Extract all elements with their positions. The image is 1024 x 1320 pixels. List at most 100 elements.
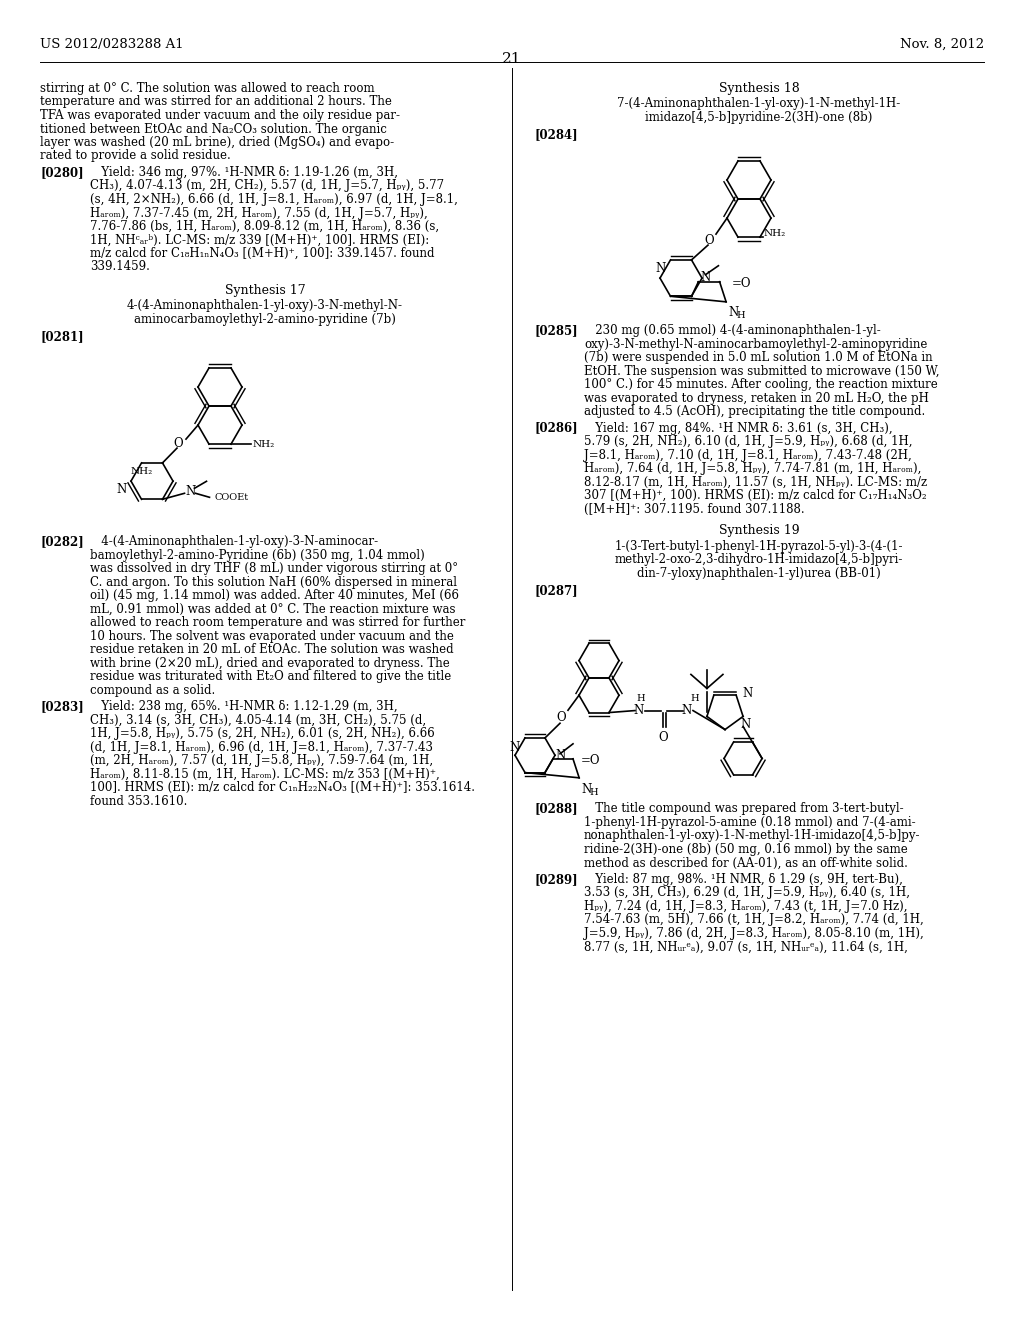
Text: H: H (736, 310, 744, 319)
Text: [0280]: [0280] (40, 166, 84, 180)
Text: method as described for (AA-01), as an off-white solid.: method as described for (AA-01), as an o… (584, 857, 908, 870)
Text: O: O (556, 710, 566, 723)
Text: N: N (582, 783, 592, 796)
Text: CH₃), 3.14 (s, 3H, CH₃), 4.05-4.14 (m, 3H, CH₂), 5.75 (d,: CH₃), 3.14 (s, 3H, CH₃), 4.05-4.14 (m, 3… (90, 714, 426, 726)
Text: J=5.9, Hₚᵧ), 7.86 (d, 2H, J=8.3, Hₐᵣₒₘ), 8.05-8.10 (m, 1H),: J=5.9, Hₚᵧ), 7.86 (d, 2H, J=8.3, Hₐᵣₒₘ),… (584, 927, 924, 940)
Text: NH₂: NH₂ (253, 440, 275, 449)
Text: rated to provide a solid residue.: rated to provide a solid residue. (40, 149, 230, 162)
Text: 1H, J=5.8, Hₚᵧ), 5.75 (s, 2H, NH₂), 6.01 (s, 2H, NH₂), 6.66: 1H, J=5.8, Hₚᵧ), 5.75 (s, 2H, NH₂), 6.01… (90, 727, 435, 741)
Text: adjusted to 4.5 (AcOH), precipitating the title compound.: adjusted to 4.5 (AcOH), precipitating th… (584, 405, 926, 418)
Text: [0281]: [0281] (40, 330, 84, 343)
Text: ridine-2(3H)-one (8b) (50 mg, 0.16 mmol) by the same: ridine-2(3H)-one (8b) (50 mg, 0.16 mmol)… (584, 843, 907, 855)
Text: [0289]: [0289] (534, 873, 578, 886)
Text: H: H (636, 693, 645, 702)
Text: Yield: 167 mg, 84%. ¹H NMR δ: 3.61 (s, 3H, CH₃),: Yield: 167 mg, 84%. ¹H NMR δ: 3.61 (s, 3… (584, 421, 893, 434)
Text: Hₐᵣₒₘ), 7.37-7.45 (m, 2H, Hₐᵣₒₘ), 7.55 (d, 1H, J=5.7, Hₚᵧ),: Hₐᵣₒₘ), 7.37-7.45 (m, 2H, Hₐᵣₒₘ), 7.55 (… (90, 206, 428, 219)
Text: H: H (589, 788, 598, 797)
Text: 7-(4-Aminonaphthalen-1-yl-oxy)-1-N-methyl-1H-: 7-(4-Aminonaphthalen-1-yl-oxy)-1-N-methy… (617, 98, 901, 111)
Text: 1H, NHᶜₐᵣᵇ). LC-MS: m/z 339 [(M+H)⁺, 100]. HRMS (EI):: 1H, NHᶜₐᵣᵇ). LC-MS: m/z 339 [(M+H)⁺, 100… (90, 234, 429, 247)
Text: O: O (658, 730, 668, 743)
Text: 7.54-7.63 (m, 5H), 7.66 (t, 1H, J=8.2, Hₐᵣₒₘ), 7.74 (d, 1H,: 7.54-7.63 (m, 5H), 7.66 (t, 1H, J=8.2, H… (584, 913, 924, 927)
Text: bamoylethyl-2-amino-Pyridine (6b) (350 mg, 1.04 mmol): bamoylethyl-2-amino-Pyridine (6b) (350 m… (90, 549, 425, 561)
Text: NH₂: NH₂ (130, 467, 153, 477)
Text: Hₚᵧ), 7.24 (d, 1H, J=8.3, Hₐᵣₒₘ), 7.43 (t, 1H, J=7.0 Hz),: Hₚᵧ), 7.24 (d, 1H, J=8.3, Hₐᵣₒₘ), 7.43 (… (584, 900, 907, 913)
Text: Yield: 87 mg, 98%. ¹H NMR, δ 1.29 (s, 9H, tert-Bu),: Yield: 87 mg, 98%. ¹H NMR, δ 1.29 (s, 9H… (584, 873, 903, 886)
Text: N: N (740, 718, 751, 731)
Text: Yield: 238 mg, 65%. ¹H-NMR δ: 1.12-1.29 (m, 3H,: Yield: 238 mg, 65%. ¹H-NMR δ: 1.12-1.29 … (90, 700, 397, 713)
Text: J=8.1, Hₐᵣₒₘ), 7.10 (d, 1H, J=8.1, Hₐᵣₒₘ), 7.43-7.48 (2H,: J=8.1, Hₐᵣₒₘ), 7.10 (d, 1H, J=8.1, Hₐᵣₒₘ… (584, 449, 911, 462)
Text: 1-(3-Tert-butyl-1-phenyl-1H-pyrazol-5-yl)-3-(4-(1-: 1-(3-Tert-butyl-1-phenyl-1H-pyrazol-5-yl… (614, 540, 903, 553)
Text: 230 mg (0.65 mmol) 4-(4-aminonaphthalen-1-yl-: 230 mg (0.65 mmol) 4-(4-aminonaphthalen-… (584, 325, 881, 337)
Text: N: N (510, 741, 520, 754)
Text: 21: 21 (502, 51, 522, 66)
Text: N: N (555, 750, 565, 763)
Text: Synthesis 18: Synthesis 18 (719, 82, 800, 95)
Text: 5.79 (s, 2H, NH₂), 6.10 (d, 1H, J=5.9, Hₚᵧ), 6.68 (d, 1H,: 5.79 (s, 2H, NH₂), 6.10 (d, 1H, J=5.9, H… (584, 436, 912, 447)
Text: residue retaken in 20 mL of EtOAc. The solution was washed: residue retaken in 20 mL of EtOAc. The s… (90, 643, 454, 656)
Text: oil) (45 mg, 1.14 mmol) was added. After 40 minutes, MeI (66: oil) (45 mg, 1.14 mmol) was added. After… (90, 589, 459, 602)
Text: N: N (728, 306, 738, 319)
Text: oxy)-3-N-methyl-N-aminocarbamoylethyl-2-aminopyridine: oxy)-3-N-methyl-N-aminocarbamoylethyl-2-… (584, 338, 928, 351)
Text: [0285]: [0285] (534, 325, 578, 337)
Text: 1-phenyl-1H-pyrazol-5-amine (0.18 mmol) and 7-(4-ami-: 1-phenyl-1H-pyrazol-5-amine (0.18 mmol) … (584, 816, 915, 829)
Text: N: N (117, 483, 127, 496)
Text: N: N (682, 704, 692, 717)
Text: [0282]: [0282] (40, 535, 84, 548)
Text: H: H (690, 693, 698, 702)
Text: compound as a solid.: compound as a solid. (90, 684, 215, 697)
Text: N: N (655, 261, 666, 275)
Text: NH₂: NH₂ (764, 228, 786, 238)
Text: Hₐᵣₒₘ), 7.64 (d, 1H, J=5.8, Hₚᵧ), 7.74-7.81 (m, 1H, Hₐᵣₒₘ),: Hₐᵣₒₘ), 7.64 (d, 1H, J=5.8, Hₚᵧ), 7.74-7… (584, 462, 922, 475)
Text: 7.76-7.86 (bs, 1H, Hₐᵣₒₘ), 8.09-8.12 (m, 1H, Hₐᵣₒₘ), 8.36 (s,: 7.76-7.86 (bs, 1H, Hₐᵣₒₘ), 8.09-8.12 (m,… (90, 220, 439, 234)
Text: 4-(4-Aminonaphthalen-1-yl-oxy)-3-N-methyl-N-: 4-(4-Aminonaphthalen-1-yl-oxy)-3-N-methy… (127, 300, 403, 313)
Text: N: N (185, 484, 196, 498)
Text: stirring at 0° C. The solution was allowed to reach room: stirring at 0° C. The solution was allow… (40, 82, 375, 95)
Text: found 353.1610.: found 353.1610. (90, 795, 187, 808)
Text: TFA was evaporated under vacuum and the oily residue par-: TFA was evaporated under vacuum and the … (40, 110, 400, 121)
Text: 10 hours. The solvent was evaporated under vacuum and the: 10 hours. The solvent was evaporated und… (90, 630, 454, 643)
Text: temperature and was stirred for an additional 2 hours. The: temperature and was stirred for an addit… (40, 95, 392, 108)
Text: O: O (173, 437, 183, 450)
Text: =O: =O (731, 277, 751, 290)
Text: (d, 1H, J=8.1, Hₐᵣₒₘ), 6.96 (d, 1H, J=8.1, Hₐᵣₒₘ), 7.37-7.43: (d, 1H, J=8.1, Hₐᵣₒₘ), 6.96 (d, 1H, J=8.… (90, 741, 433, 754)
Text: 100]. HRMS (EI): m/z calcd for C₁ₙH₂₂N₄O₃ [(M+H)⁺]: 353.1614.: 100]. HRMS (EI): m/z calcd for C₁ₙH₂₂N₄O… (90, 781, 475, 795)
Text: CH₃), 4.07-4.13 (m, 2H, CH₂), 5.57 (d, 1H, J=5.7, Hₚᵧ), 5.77: CH₃), 4.07-4.13 (m, 2H, CH₂), 5.57 (d, 1… (90, 180, 444, 193)
Text: 100° C.) for 45 minutes. After cooling, the reaction mixture: 100° C.) for 45 minutes. After cooling, … (584, 378, 938, 391)
Text: mL, 0.91 mmol) was added at 0° C. The reaction mixture was: mL, 0.91 mmol) was added at 0° C. The re… (90, 603, 456, 615)
Text: 339.1459.: 339.1459. (90, 260, 150, 273)
Text: Nov. 8, 2012: Nov. 8, 2012 (900, 38, 984, 51)
Text: N: N (634, 704, 644, 717)
Text: was dissolved in dry THF (8 mL) under vigorous stirring at 0°: was dissolved in dry THF (8 mL) under vi… (90, 562, 458, 576)
Text: 3.53 (s, 3H, CH₃), 6.29 (d, 1H, J=5.9, Hₚᵧ), 6.40 (s, 1H,: 3.53 (s, 3H, CH₃), 6.29 (d, 1H, J=5.9, H… (584, 887, 910, 899)
Text: [0284]: [0284] (534, 128, 578, 141)
Text: (7b) were suspended in 5.0 mL solution 1.0 M of EtONa in: (7b) were suspended in 5.0 mL solution 1… (584, 351, 933, 364)
Text: =O: =O (581, 754, 600, 767)
Text: [0288]: [0288] (534, 803, 578, 816)
Text: Synthesis 19: Synthesis 19 (719, 524, 800, 537)
Text: methyl-2-oxo-2,3-dihydro-1H-imidazo[4,5-b]pyri-: methyl-2-oxo-2,3-dihydro-1H-imidazo[4,5-… (614, 553, 903, 566)
Text: Hₐᵣₒₘ), 8.11-8.15 (m, 1H, Hₐᵣₒₘ). LC-MS: m/z 353 [(M+H)⁺,: Hₐᵣₒₘ), 8.11-8.15 (m, 1H, Hₐᵣₒₘ). LC-MS:… (90, 768, 439, 780)
Text: was evaporated to dryness, retaken in 20 mL H₂O, the pH: was evaporated to dryness, retaken in 20… (584, 392, 929, 405)
Text: [0283]: [0283] (40, 700, 84, 713)
Text: m/z calcd for C₁₈H₁ₙN₄O₃ [(M+H)⁺, 100]: 339.1457. found: m/z calcd for C₁₈H₁ₙN₄O₃ [(M+H)⁺, 100]: … (90, 247, 434, 260)
Text: N: N (742, 686, 753, 700)
Text: titioned between EtOAc and Na₂CO₃ solution. The organic: titioned between EtOAc and Na₂CO₃ soluti… (40, 123, 387, 136)
Text: 307 [(M+H)⁺, 100). HRMS (EI): m/z calcd for C₁₇H₁₄N₃O₂: 307 [(M+H)⁺, 100). HRMS (EI): m/z calcd … (584, 490, 927, 502)
Text: EtOH. The suspension was submitted to microwave (150 W,: EtOH. The suspension was submitted to mi… (584, 364, 939, 378)
Text: layer was washed (20 mL brine), dried (MgSO₄) and evapo-: layer was washed (20 mL brine), dried (M… (40, 136, 394, 149)
Text: (s, 4H, 2×NH₂), 6.66 (d, 1H, J=8.1, Hₐᵣₒₘ), 6.97 (d, 1H, J=8.1,: (s, 4H, 2×NH₂), 6.66 (d, 1H, J=8.1, Hₐᵣₒ… (90, 193, 458, 206)
Text: (m, 2H, Hₐᵣₒₘ), 7.57 (d, 1H, J=5.8, Hₚᵧ), 7.59-7.64 (m, 1H,: (m, 2H, Hₐᵣₒₘ), 7.57 (d, 1H, J=5.8, Hₚᵧ)… (90, 754, 433, 767)
Text: with brine (2×20 mL), dried and evaporated to dryness. The: with brine (2×20 mL), dried and evaporat… (90, 656, 450, 669)
Text: O: O (705, 234, 714, 247)
Text: [0287]: [0287] (534, 585, 578, 597)
Text: nonaphthalen-1-yl-oxy)-1-N-methyl-1H-imidazo[4,5-b]py-: nonaphthalen-1-yl-oxy)-1-N-methyl-1H-imi… (584, 829, 921, 842)
Text: 8.12-8.17 (m, 1H, Hₐᵣₒₘ), 11.57 (s, 1H, NHₚᵧ). LC-MS: m/z: 8.12-8.17 (m, 1H, Hₐᵣₒₘ), 11.57 (s, 1H, … (584, 475, 927, 488)
Text: Synthesis 17: Synthesis 17 (224, 284, 305, 297)
Text: N: N (700, 271, 711, 284)
Text: COOEt: COOEt (214, 492, 249, 502)
Text: The title compound was prepared from 3-tert-butyl-: The title compound was prepared from 3-t… (584, 803, 903, 816)
Text: US 2012/0283288 A1: US 2012/0283288 A1 (40, 38, 183, 51)
Text: C. and argon. To this solution NaH (60% dispersed in mineral: C. and argon. To this solution NaH (60% … (90, 576, 457, 589)
Text: imidazo[4,5-b]pyridine-2(3H)-one (8b): imidazo[4,5-b]pyridine-2(3H)-one (8b) (645, 111, 872, 124)
Text: din-7-yloxy)naphthalen-1-yl)urea (BB-01): din-7-yloxy)naphthalen-1-yl)urea (BB-01) (637, 566, 881, 579)
